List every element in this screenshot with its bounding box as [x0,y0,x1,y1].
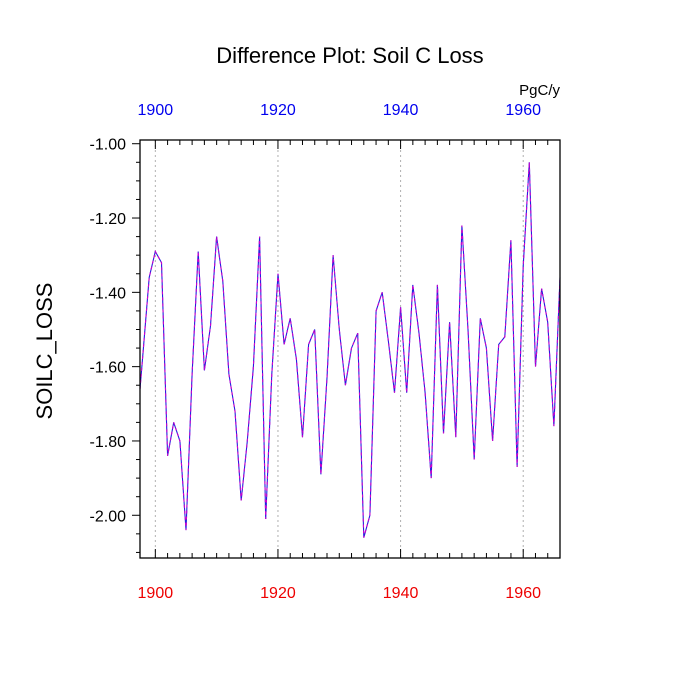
vertical-grid [154,140,524,558]
tick-labels: -1.00 -1.20 -1.40 -1.60 -1.80 -2.00 1900 1920 19… [90,102,542,602]
y-tick-label: -1.40 [90,285,127,302]
x-tick-label-top: 1940 [383,102,419,119]
x-tick-label-bottom: 1960 [505,585,541,602]
y-axis-label: SOILC_LOSS [32,283,57,420]
y-tick-label: -1.00 [90,137,127,154]
series-layer [139,162,561,538]
x-tick-label-bottom: 1920 [260,585,296,602]
chart-title: Difference Plot: Soil C Loss [216,43,483,68]
y-tick-label: -1.20 [90,211,127,228]
units-label: PgC/y [519,82,560,99]
series-line-overlay [139,162,561,538]
x-tick-label-bottom: 1940 [383,585,419,602]
plot-frame [139,139,561,559]
x-tick-label-top: 1900 [138,102,174,119]
axis-ticks [132,140,561,558]
y-tick-label: -2.00 [90,508,127,525]
x-tick-label-top: 1920 [260,102,296,119]
x-tick-label-bottom: 1900 [138,585,174,602]
y-tick-label: -1.60 [90,360,127,377]
x-tick-label-top: 1960 [505,102,541,119]
y-tick-label: -1.80 [90,434,127,451]
